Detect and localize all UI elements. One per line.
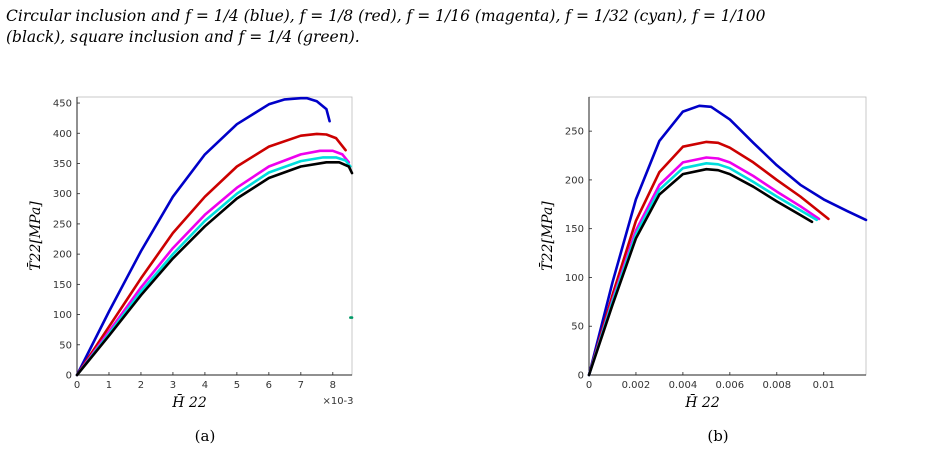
panel-a-series-magenta [75,149,351,377]
panel-b-series-red [587,140,830,377]
panel-a-x-tick-label: 5 [234,380,240,391]
panel-b-x-tick-label: 0 [586,380,592,391]
panel-b-series-blue [587,104,868,377]
panel-a-y-tick-label: 250 [53,219,72,230]
panel-a-x-tick-label: 3 [170,380,176,391]
panel-a-series-red [75,132,347,377]
panel-a-y-tick-label: 300 [53,189,72,200]
caption-line-1: Circular inclusion and f = 1/4 (blue), f… [6,7,766,25]
panel-b-y-tick-label: 250 [565,127,584,138]
panel-a-y-axis-label: T̄22[MPa] [26,201,44,271]
panel-a-series-blue [75,96,331,377]
panel-a-y-tick-label: 0 [66,371,72,382]
panel-a-x-tick-label: 6 [266,380,272,391]
panel-b-x-tick-label: 0.006 [716,380,745,391]
panel-a-x-tick-label: 8 [330,380,336,391]
panel-a-y-tick-label: 450 [53,99,72,110]
panel-a-x-tick-label: 7 [298,380,304,391]
panel-b-y-tick-label: 50 [571,322,584,333]
panel-a-x-tick-label: 1 [106,380,112,391]
panel-a-y-tick-label: 400 [53,129,72,140]
panel-a-y-tick-label: 350 [53,159,72,170]
panel-b-y-tick-label: 0 [578,371,584,382]
panel-b-y-tick-label: 100 [565,273,584,284]
panel-b-x-tick-label: 0.002 [622,380,651,391]
panel-a-label: (a) [195,427,216,445]
panel-b-y-tick-label: 200 [565,175,584,186]
panel-a-x-tick-label: 4 [202,380,208,391]
panel-a-frame [76,96,353,376]
panel-a-series-black [75,161,354,377]
panel-a-y-tick-label: 50 [59,340,72,351]
panel-b-series-black [587,167,814,377]
caption-line-2: (black), square inclusion and f = 1/4 (g… [6,28,360,46]
panel-b-x-tick-label: 0.004 [669,380,698,391]
panel-a-x-tick-label: 2 [138,380,144,391]
panel-a-x-multiplier: ×10-3 [322,396,353,407]
panel-b-y-tick-label: 150 [565,224,584,235]
panel-b-y-axis-label: T̄22[MPa] [538,201,556,271]
panel-b-x-axis-label: H̄ 22 [684,393,720,411]
panel-a-x-axis-label: H̄ 22 [171,393,207,411]
panel-a-series-cyan [75,156,352,377]
panel-a-y-tick-label: 100 [53,310,72,321]
panel-b-x-tick-label: 0.008 [762,380,791,391]
panel-b-x-tick-label: 0.01 [813,380,835,391]
panel-a-y-tick-label: 150 [53,280,72,291]
panel-a-y-tick-label: 200 [53,250,72,261]
panel-a-x-tick-label: 0 [74,380,80,391]
figure-caption: Circular inclusion and f = 1/4 (blue), f… [6,6,940,48]
panel-b-label: (b) [707,427,728,445]
